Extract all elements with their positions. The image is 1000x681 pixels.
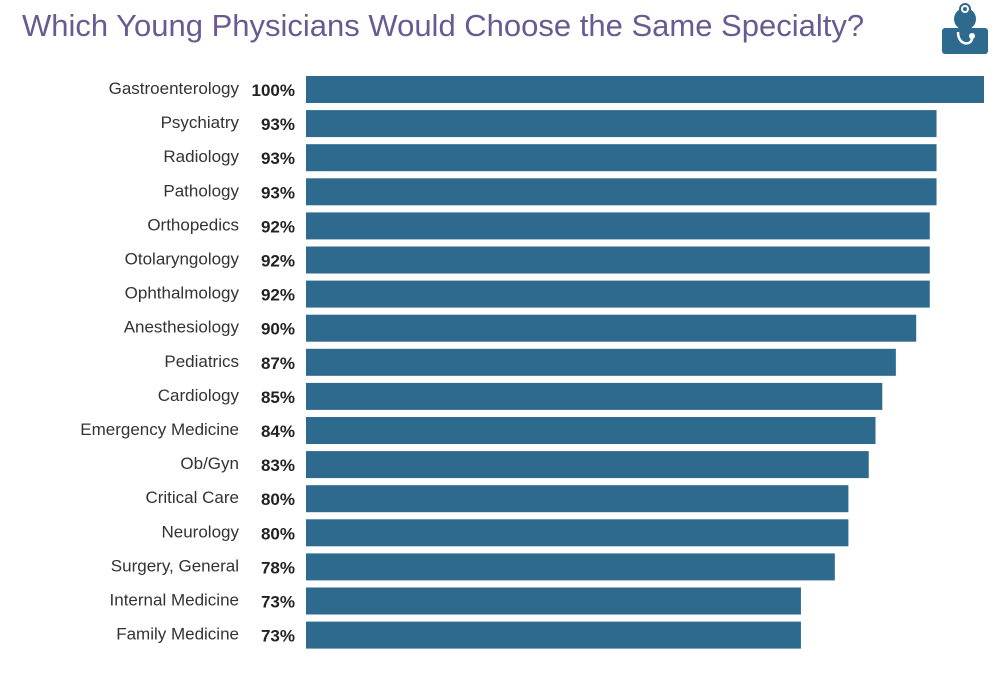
value-label: 83% <box>261 456 295 475</box>
category-label: Critical Care <box>145 488 239 507</box>
bar-8 <box>306 348 896 376</box>
category-label: Neurology <box>162 522 240 541</box>
category-label: Pathology <box>163 181 239 200</box>
bar-4 <box>306 212 930 240</box>
value-label: 93% <box>261 115 295 134</box>
bar-2 <box>306 144 937 172</box>
category-label: Internal Medicine <box>110 590 239 609</box>
value-label: 73% <box>261 592 295 611</box>
category-label: Emergency Medicine <box>80 420 239 439</box>
bar-7 <box>306 314 917 342</box>
bar-6 <box>306 280 930 308</box>
category-label: Radiology <box>163 147 239 166</box>
category-label: Otolaryngology <box>125 249 240 268</box>
value-label: 84% <box>261 422 295 441</box>
bar-15 <box>306 587 801 615</box>
value-label: 93% <box>261 149 295 168</box>
category-label: Cardiology <box>158 386 240 405</box>
bar-10 <box>306 417 876 444</box>
bar-9 <box>306 382 883 410</box>
doctor-stethoscope-icon <box>942 3 988 54</box>
category-label: Ob/Gyn <box>180 454 239 473</box>
value-label: 93% <box>261 183 295 202</box>
category-label: Orthopedics <box>147 215 239 234</box>
value-label: 85% <box>261 388 295 407</box>
value-label: 78% <box>261 558 295 577</box>
bar-16 <box>306 621 801 649</box>
value-label: 92% <box>261 251 295 270</box>
value-label: 100% <box>252 81 295 100</box>
category-label: Anesthesiology <box>124 318 240 337</box>
category-label: Surgery, General <box>111 556 239 575</box>
category-label: Ophthalmology <box>125 284 240 303</box>
value-label: 92% <box>261 286 295 305</box>
category-label: Pediatrics <box>164 352 239 371</box>
category-label: Gastroenterology <box>109 79 240 98</box>
category-label: Family Medicine <box>116 625 239 644</box>
bar-11 <box>306 451 869 479</box>
value-label: 92% <box>261 217 295 236</box>
bar-1 <box>306 110 937 138</box>
bar-14 <box>306 553 835 581</box>
chart-title: Which Young Physicians Would Choose the … <box>22 8 865 43</box>
bar-13 <box>306 519 849 547</box>
bar-0 <box>306 76 984 103</box>
category-label: Psychiatry <box>161 113 240 132</box>
bar-12 <box>306 485 849 513</box>
value-label: 90% <box>261 320 295 339</box>
value-label: 80% <box>261 490 295 509</box>
value-label: 80% <box>261 524 295 543</box>
bar-3 <box>306 178 937 206</box>
value-label: 87% <box>261 354 295 373</box>
value-label: 73% <box>261 627 295 646</box>
bar-5 <box>306 246 930 274</box>
